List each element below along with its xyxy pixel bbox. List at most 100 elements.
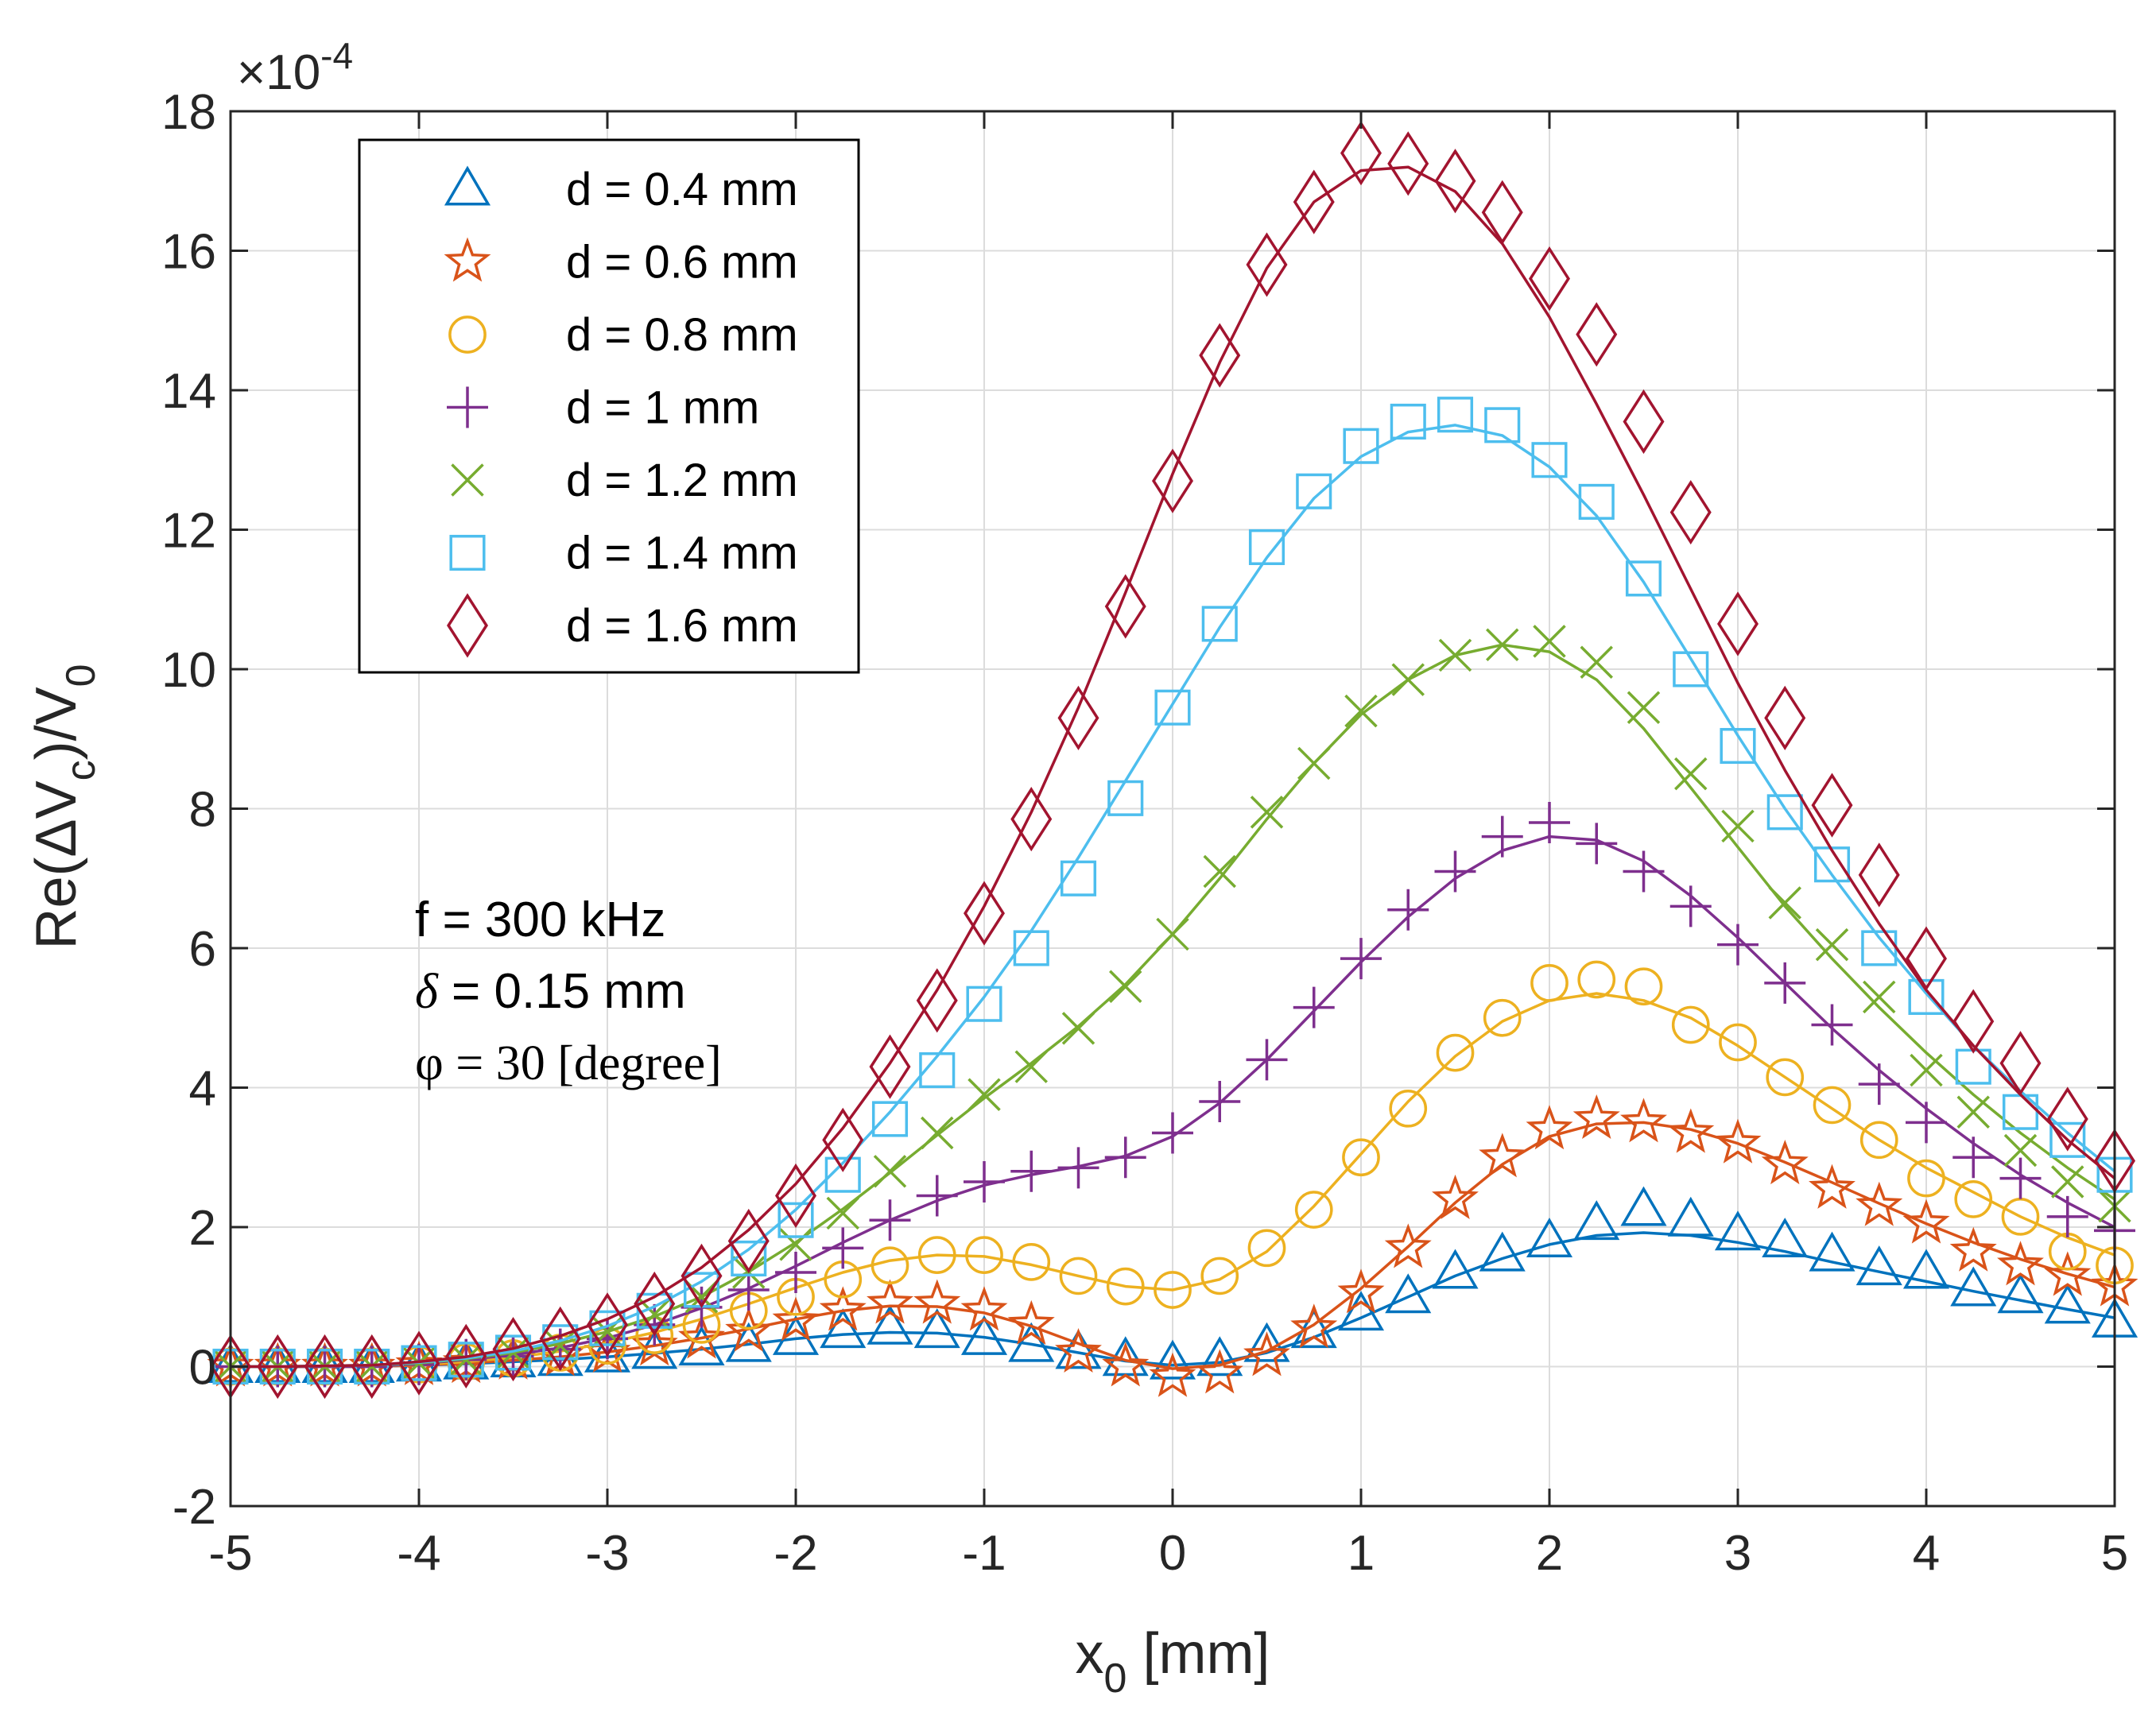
- data-point-cross: [1014, 1050, 1048, 1083]
- x-tick-label: 5: [2101, 1526, 2128, 1581]
- data-point-triangle: [1714, 1210, 1762, 1251]
- data-point-star: [1572, 1094, 1620, 1140]
- data-point-diamond: [2046, 1086, 2088, 1152]
- data-point-cross: [1674, 757, 1708, 791]
- data-point-square: [966, 986, 1002, 1022]
- data-point-diamond: [1717, 591, 1759, 656]
- data-point-diamond: [492, 1316, 534, 1382]
- data-point-diamond: [916, 968, 958, 1033]
- data-point-cross: [2003, 1133, 2038, 1168]
- legend-marker-star: [444, 237, 491, 282]
- data-point-cross: [1486, 628, 1519, 662]
- data-point-star: [1809, 1164, 1855, 1209]
- data-point-star: [1007, 1299, 1055, 1345]
- legend-entry-label: d = 0.6 mm: [566, 237, 798, 288]
- data-point-cross: [921, 1116, 954, 1150]
- data-point-star: [1055, 1328, 1102, 1373]
- legend-entry-label: d = 1.6 mm: [566, 600, 798, 652]
- legend-marker-plus: [447, 386, 488, 428]
- data-point-plus: [1906, 1102, 1947, 1144]
- data-point-plus: [1952, 1137, 1995, 1179]
- data-point-cross: [1203, 854, 1236, 889]
- data-point-circle: [1059, 1257, 1098, 1295]
- data-point-plus: [634, 1303, 676, 1346]
- data-point-triangle: [1997, 1273, 2044, 1314]
- data-point-cross: [779, 1228, 812, 1261]
- data-point-square: [1625, 560, 1662, 597]
- data-point-circle: [1907, 1159, 1945, 1198]
- data-point-star: [1149, 1352, 1196, 1397]
- x-tick-label: 2: [1536, 1526, 1563, 1581]
- y-tick-label: 6: [189, 922, 216, 977]
- data-point-diamond: [869, 1034, 911, 1099]
- data-point-diamond: [1199, 323, 1241, 388]
- data-point-cross: [1627, 691, 1661, 725]
- legend-entry-label: d = 1 mm: [566, 382, 759, 434]
- data-point-square: [1248, 529, 1285, 565]
- data-point-star: [1479, 1133, 1526, 1178]
- y-tick-label: 8: [189, 783, 216, 838]
- x-tick-label: -3: [585, 1526, 629, 1581]
- data-point-triangle: [1432, 1249, 1479, 1289]
- data-point-star: [1290, 1303, 1338, 1349]
- series-fit-line: [231, 165, 2116, 1369]
- data-point-triangle: [820, 1308, 867, 1349]
- data-point-triangle: [1809, 1231, 1855, 1272]
- legend-entry-label: d = 0.8 mm: [566, 309, 798, 361]
- data-point-square: [777, 1202, 814, 1238]
- data-point-circle: [917, 1236, 956, 1274]
- data-point-star: [1997, 1241, 2044, 1286]
- legend: d = 0.4 mm d = 0.6 mm d = 0.8 mm d = 1 mm d …: [358, 138, 860, 674]
- data-point-triangle: [1385, 1273, 1432, 1314]
- data-point-plus: [869, 1199, 911, 1241]
- data-point-square: [1908, 978, 1945, 1015]
- data-point-star: [2044, 1251, 2092, 1296]
- annotation-frequency: f = 300 kHz: [415, 893, 665, 947]
- x-tick-label: 0: [1159, 1526, 1186, 1581]
- y-exponent-label: ×10-4: [237, 35, 353, 100]
- data-point-circle: [871, 1246, 909, 1285]
- data-point-diamond: [1858, 842, 1900, 908]
- x-tick-label: -2: [774, 1526, 817, 1581]
- data-point-diamond: [539, 1306, 581, 1372]
- data-point-plus: [1057, 1147, 1099, 1189]
- data-point-star: [1102, 1342, 1150, 1387]
- annotation-skin-depth: δ = 0.15 mm: [415, 964, 686, 1019]
- data-point-diamond: [1623, 389, 1665, 455]
- data-point-plus: [1246, 1039, 1288, 1081]
- data-point-plus: [1010, 1150, 1053, 1192]
- data-point-star: [1243, 1331, 1290, 1377]
- data-point-square: [1766, 794, 1803, 831]
- data-point-diamond: [304, 1334, 346, 1400]
- data-point-diamond: [822, 1107, 864, 1172]
- data-point-diamond: [445, 1323, 487, 1388]
- data-point-diamond: [727, 1208, 770, 1274]
- data-point-circle: [1106, 1267, 1145, 1306]
- data-point-triangle: [1243, 1322, 1290, 1362]
- data-point-circle: [1624, 967, 1663, 1006]
- data-point-plus: [1199, 1081, 1241, 1123]
- data-point-diamond: [351, 1334, 393, 1400]
- data-point-cross: [355, 1350, 389, 1384]
- annotation-angle: φ = 30 [degree]: [415, 1036, 722, 1090]
- y-tick-label: 2: [189, 1201, 216, 1256]
- data-point-diamond: [1811, 773, 1853, 838]
- data-point-diamond: [1293, 169, 1335, 234]
- data-point-triangle: [1479, 1231, 1526, 1272]
- data-point-square: [636, 1292, 673, 1329]
- data-point-square: [2049, 1121, 2086, 1158]
- data-point-star: [960, 1286, 1008, 1331]
- data-point-diamond: [1057, 685, 1099, 751]
- data-point-star: [913, 1279, 961, 1324]
- data-point-cross: [1344, 694, 1378, 728]
- data-point-square: [871, 1101, 909, 1137]
- data-point-diamond: [587, 1292, 628, 1357]
- data-point-plus: [916, 1175, 958, 1217]
- data-point-circle: [1342, 1138, 1380, 1177]
- data-point-star: [1902, 1199, 1950, 1244]
- data-point-triangle: [1902, 1249, 1950, 1289]
- data-point-square: [1013, 930, 1049, 966]
- data-point-square: [1201, 606, 1238, 642]
- data-point-plus: [964, 1160, 1005, 1202]
- data-point-triangle: [1762, 1218, 1809, 1258]
